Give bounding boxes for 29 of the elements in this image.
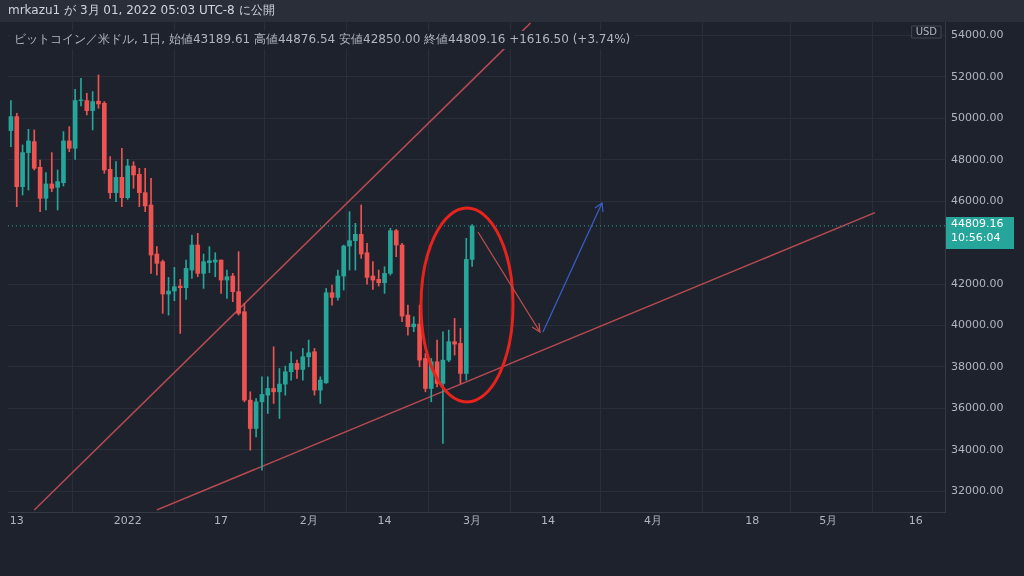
y-tick-label: 42000.00 — [951, 276, 1004, 290]
text: ビットコイン／米ドル, 1日, 始値43189.61 高値44876.54 安値42850.00 終値44809.16 +1616.50 (+3.74%) — [14, 32, 631, 47]
annotation: USD — [915, 26, 938, 38]
candlestick — [49, 152, 55, 192]
candlestick — [411, 316, 417, 333]
y-tick-label: 32000.00 — [951, 484, 1004, 498]
y-tick-label: 54000.00 — [951, 28, 1004, 42]
chart-title: mrkazu1 が 3月 01, 2022 05:03 UTC-8 に公開 — [8, 3, 275, 18]
y-tick-label: 52000.00 — [951, 69, 1004, 83]
y-tick-label: 48000.00 — [951, 152, 1004, 166]
y-tick-label: 34000.00 — [951, 442, 1004, 456]
x-tick-label: 5月 — [819, 514, 838, 528]
x-tick-label: 2月 — [299, 514, 318, 528]
candlestick — [177, 279, 183, 334]
x-tick-label: 13 — [9, 514, 24, 528]
y-tick-label: 50000.00 — [951, 111, 1004, 125]
x-tick-label: 14 — [541, 514, 556, 528]
y-tick-label: 36000.00 — [951, 401, 1004, 415]
x-tick-label: 18 — [745, 514, 760, 528]
x-tick-label: 4月 — [644, 514, 663, 528]
x-tick-label: 16 — [908, 514, 923, 528]
x-tick-label: 3月 — [463, 514, 482, 528]
y-tick-label: 40000.00 — [951, 318, 1004, 332]
y-tick-label: 38000.00 — [951, 359, 1004, 373]
x-tick-label: 2022 — [113, 514, 142, 528]
x-tick-label: 14 — [377, 514, 392, 528]
ref-line-label: 44809.16 10:56:04 — [951, 217, 1004, 245]
x-tick-label: 17 — [214, 514, 229, 528]
y-tick-label: 46000.00 — [951, 194, 1004, 208]
